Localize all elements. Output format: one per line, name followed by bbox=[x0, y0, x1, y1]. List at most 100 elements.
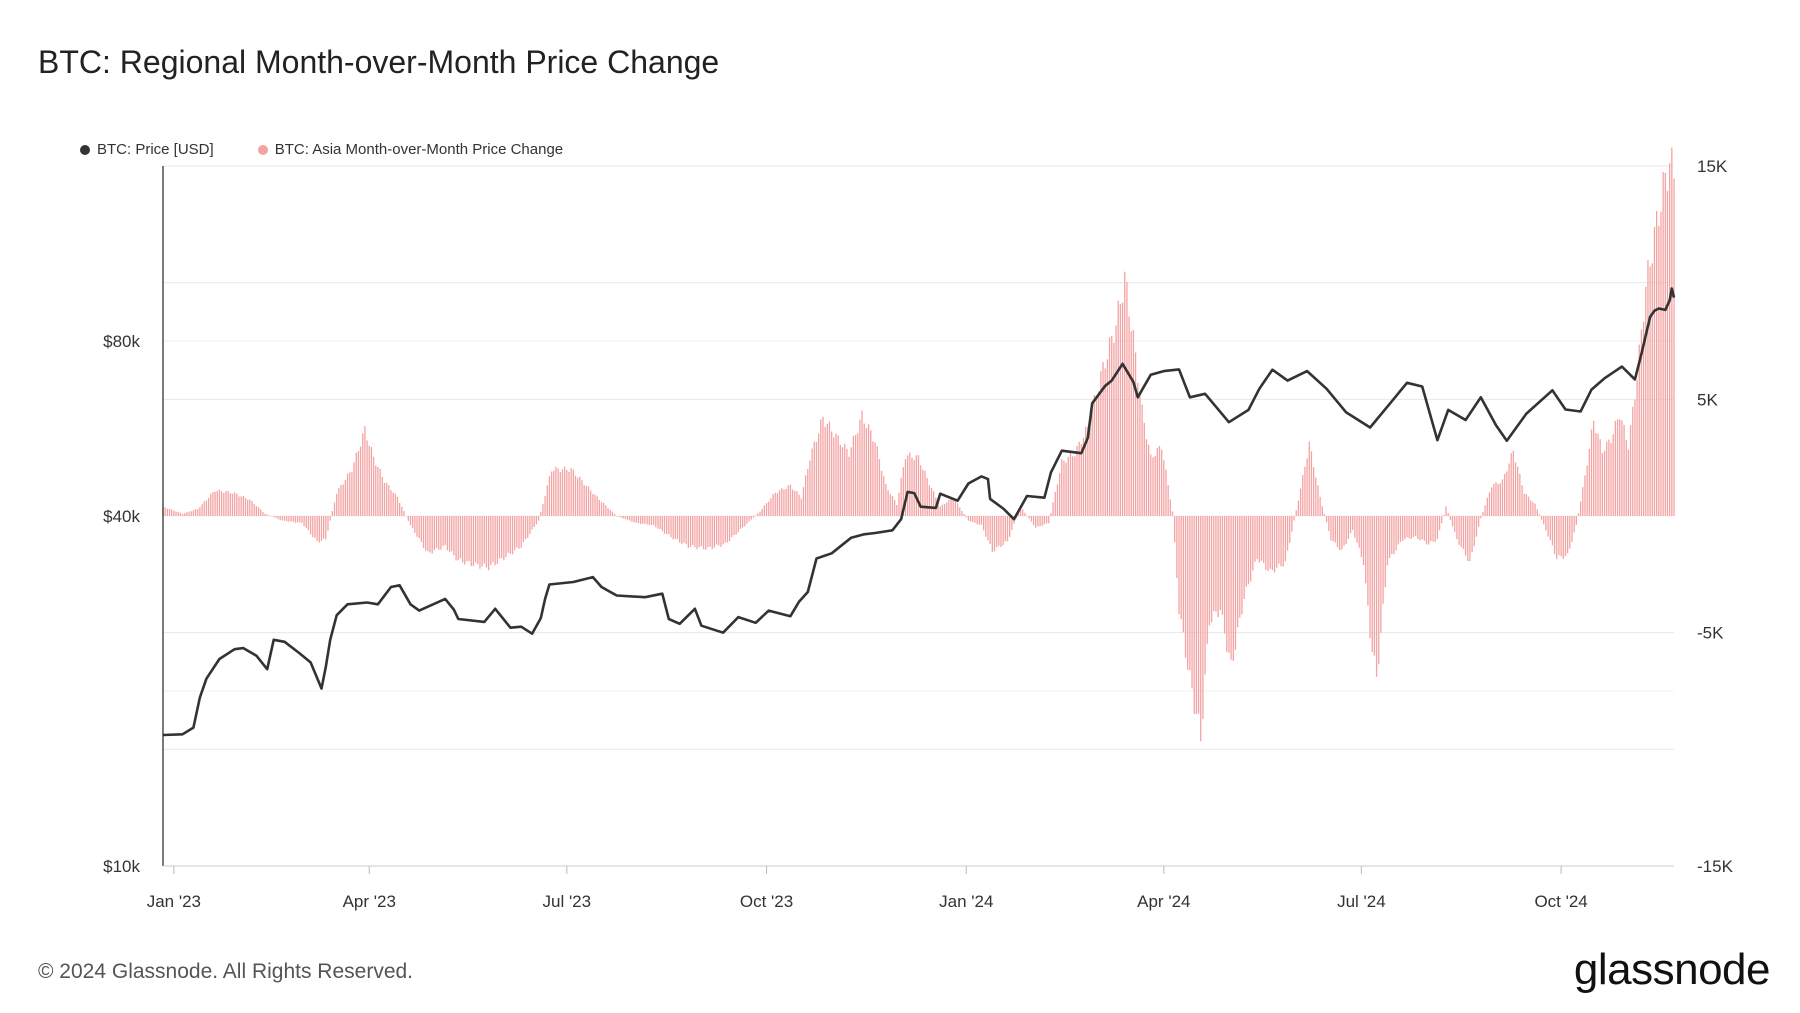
change-bar bbox=[1048, 516, 1050, 524]
change-bar bbox=[705, 516, 707, 550]
change-bar bbox=[1378, 516, 1380, 665]
change-bar bbox=[1438, 516, 1441, 531]
change-bar bbox=[381, 476, 383, 516]
change-bar bbox=[168, 508, 171, 516]
change-bar bbox=[305, 516, 307, 529]
change-bar bbox=[1365, 516, 1367, 584]
change-bar bbox=[1421, 516, 1423, 540]
change-bar bbox=[744, 516, 746, 527]
change-bar bbox=[1375, 516, 1378, 677]
change-bar bbox=[1037, 516, 1039, 527]
change-bar bbox=[761, 508, 763, 516]
change-bar bbox=[1614, 420, 1617, 516]
change-bar bbox=[1141, 404, 1143, 516]
change-bar bbox=[1356, 516, 1358, 543]
change-bar bbox=[1454, 516, 1456, 532]
change-bar bbox=[1152, 457, 1154, 516]
change-bar bbox=[1369, 516, 1371, 639]
change-bar bbox=[464, 516, 466, 565]
change-bar bbox=[1178, 516, 1180, 615]
change-bar bbox=[1490, 487, 1493, 516]
change-bar bbox=[650, 516, 653, 525]
change-bar bbox=[531, 516, 533, 530]
change-bar bbox=[1271, 516, 1274, 571]
change-bar bbox=[1571, 516, 1573, 542]
change-bar bbox=[1063, 460, 1065, 516]
change-bar bbox=[1347, 516, 1350, 539]
change-bar bbox=[318, 516, 320, 543]
change-bar bbox=[655, 516, 657, 528]
change-bar bbox=[535, 516, 538, 525]
change-bar bbox=[739, 516, 742, 529]
legend-item-change[interactable]: BTC: Asia Month-over-Month Price Change bbox=[257, 141, 563, 158]
change-bar bbox=[1367, 516, 1369, 606]
change-bar bbox=[1575, 516, 1577, 525]
change-bar bbox=[212, 492, 214, 516]
left-tick-label: $10k bbox=[103, 857, 140, 876]
change-bar bbox=[1358, 516, 1360, 548]
change-bar bbox=[509, 516, 512, 554]
change-bar bbox=[1256, 516, 1258, 560]
change-bar bbox=[1530, 500, 1532, 516]
change-bar bbox=[1111, 336, 1113, 516]
change-bar bbox=[618, 516, 620, 517]
change-bar bbox=[1423, 516, 1425, 541]
change-bar bbox=[1595, 433, 1597, 516]
change-bar bbox=[1553, 516, 1556, 555]
change-bar bbox=[765, 503, 768, 516]
x-tick-label: Jul '23 bbox=[542, 892, 591, 911]
change-bar bbox=[1406, 516, 1408, 538]
change-bar bbox=[425, 516, 427, 551]
change-bar bbox=[985, 516, 987, 537]
change-bar bbox=[1612, 434, 1614, 516]
change-bar bbox=[286, 516, 288, 522]
change-bar bbox=[946, 502, 948, 516]
change-bar bbox=[763, 505, 766, 516]
change-bar bbox=[205, 500, 208, 516]
change-bar bbox=[874, 442, 876, 516]
change-bar bbox=[1195, 516, 1198, 715]
change-bar bbox=[1449, 516, 1452, 520]
change-bar bbox=[1584, 475, 1586, 516]
x-tick-label: Oct '24 bbox=[1534, 892, 1587, 911]
change-bar bbox=[896, 504, 898, 516]
change-bar bbox=[1664, 172, 1666, 516]
change-bar bbox=[1184, 516, 1187, 658]
change-bar bbox=[173, 510, 175, 516]
change-bar bbox=[679, 516, 681, 543]
change-bar bbox=[715, 516, 718, 545]
change-bar bbox=[514, 516, 516, 551]
change-bar bbox=[1280, 516, 1282, 567]
change-bar bbox=[275, 516, 277, 518]
change-bar bbox=[1343, 516, 1345, 546]
change-bar bbox=[974, 516, 976, 523]
change-bar bbox=[603, 502, 605, 516]
change-bar bbox=[1239, 516, 1241, 618]
change-bar bbox=[941, 504, 944, 516]
change-bar bbox=[865, 428, 868, 516]
change-bar bbox=[561, 469, 564, 516]
change-bar bbox=[663, 516, 666, 534]
change-bar bbox=[412, 516, 414, 529]
change-bar bbox=[741, 516, 744, 528]
change-bar bbox=[746, 516, 748, 524]
change-bar bbox=[1380, 516, 1382, 633]
change-bar bbox=[768, 501, 770, 516]
change-bar bbox=[915, 455, 917, 516]
change-bar bbox=[783, 489, 785, 516]
change-bar bbox=[435, 516, 438, 548]
change-bar bbox=[1071, 456, 1074, 516]
change-bar bbox=[418, 516, 420, 539]
change-bar bbox=[379, 469, 381, 516]
change-bar bbox=[1039, 516, 1041, 527]
change-bar bbox=[388, 485, 390, 516]
change-bar bbox=[225, 491, 227, 516]
change-bar bbox=[1597, 433, 1599, 516]
legend-item-price[interactable]: BTC: Price [USD] bbox=[80, 141, 214, 158]
change-bar bbox=[540, 511, 542, 516]
change-bar bbox=[1410, 516, 1412, 540]
change-bar bbox=[527, 516, 529, 538]
change-bar bbox=[1649, 266, 1651, 516]
change-bar bbox=[620, 516, 622, 518]
change-bar bbox=[922, 469, 924, 516]
